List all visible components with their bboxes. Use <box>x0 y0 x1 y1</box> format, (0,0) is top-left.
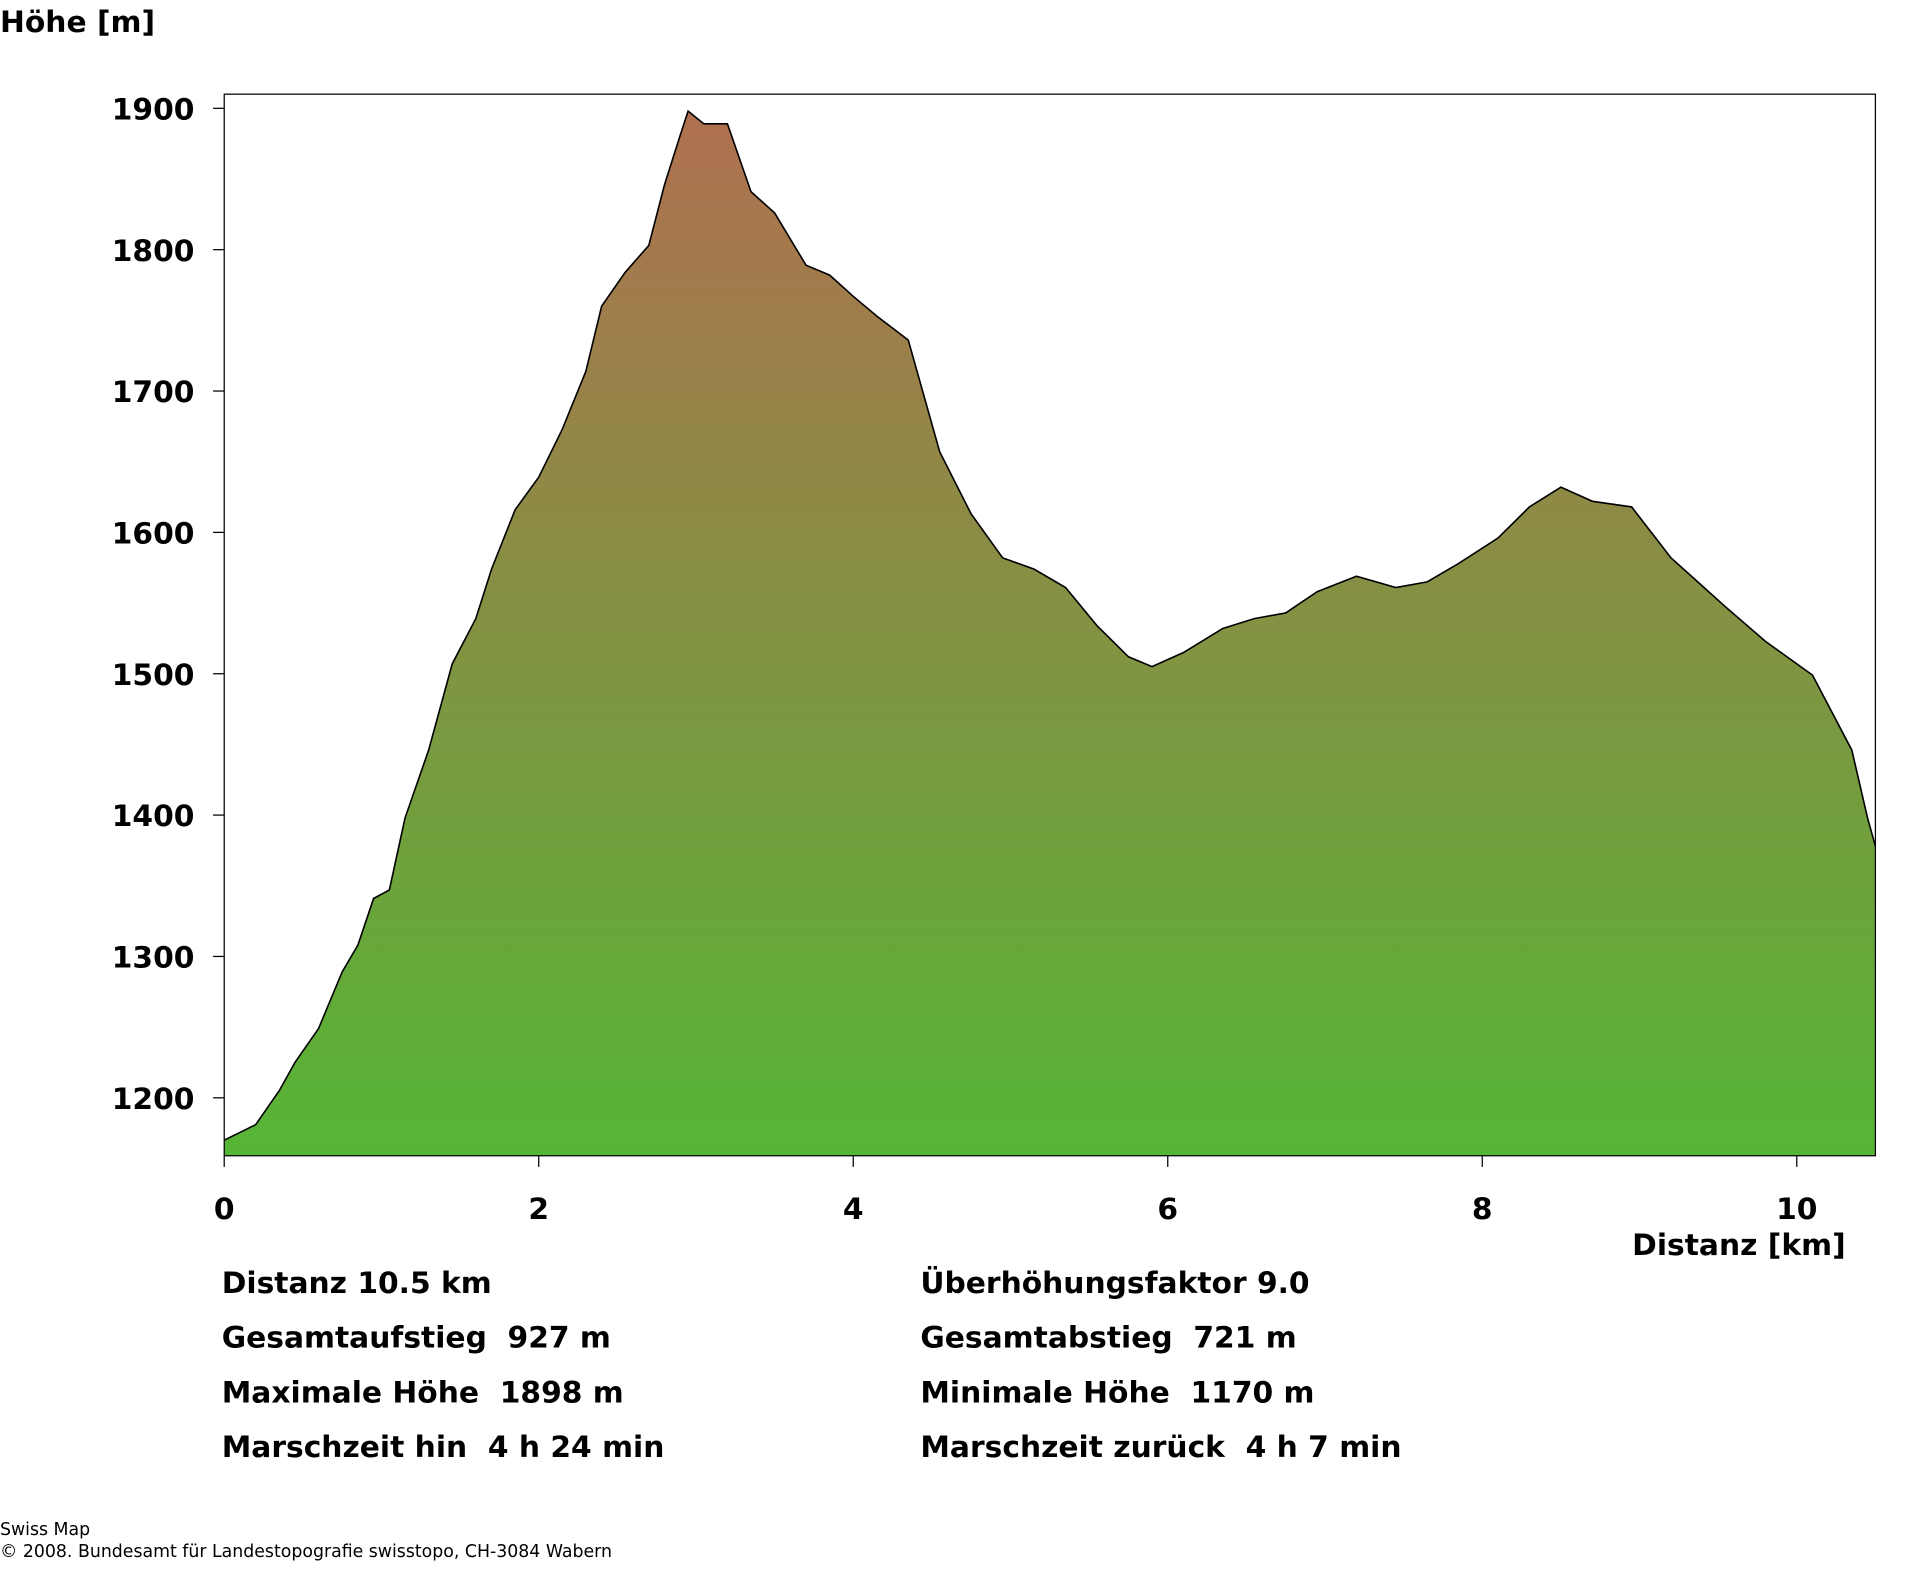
stat-line: Minimale Höhe 1170 m <box>920 1375 1314 1410</box>
y-tick-label: 1900 <box>112 92 195 127</box>
y-tick-label: 1200 <box>112 1082 195 1117</box>
elevation-line <box>223 109 1877 1141</box>
y-tick-label: 1400 <box>112 799 195 834</box>
x-tick-label: 10 <box>1776 1192 1817 1227</box>
stat-line: Marschzeit zurück 4 h 7 min <box>920 1430 1401 1465</box>
y-tick-label: 1500 <box>112 658 195 693</box>
y-tick-label: 1800 <box>112 234 195 269</box>
x-tick-label: 2 <box>528 1192 549 1227</box>
stat-line: Überhöhungsfaktor 9.0 <box>920 1264 1309 1301</box>
footer-line: Swiss Map <box>0 1520 90 1540</box>
footer-line: © 2008. Bundesamt für Landestopografie s… <box>0 1542 612 1562</box>
area-fill <box>224 111 1876 1156</box>
y-tick-label: 1300 <box>112 941 195 976</box>
x-axis-label: Distanz [km] <box>1632 1228 1846 1263</box>
stat-line: Distanz 10.5 km <box>222 1266 492 1301</box>
stat-line: Gesamtabstieg 721 m <box>920 1321 1296 1356</box>
x-tick-label: 6 <box>1157 1192 1178 1227</box>
y-tick-label: 1700 <box>112 375 195 410</box>
x-tick-label: 8 <box>1472 1192 1493 1227</box>
x-tick-label: 0 <box>214 1192 235 1227</box>
stat-line: Maximale Höhe 1898 m <box>222 1375 624 1410</box>
stat-line: Marschzeit hin 4 h 24 min <box>222 1430 665 1465</box>
y-tick-label: 1600 <box>112 517 195 552</box>
y-axis-label: Höhe [m] <box>0 5 155 40</box>
plot-frame <box>223 93 1877 1157</box>
x-tick-label: 4 <box>843 1192 864 1227</box>
stat-line: Gesamtaufstieg 927 m <box>222 1321 611 1356</box>
